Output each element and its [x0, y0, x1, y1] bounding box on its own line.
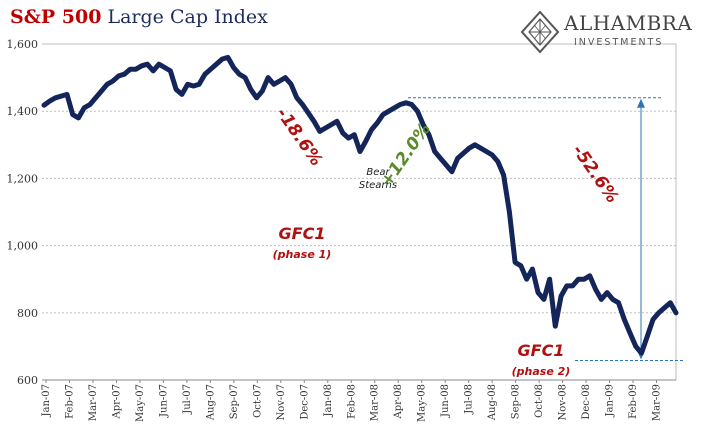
- annotation-gfc1-phase2: GFC1: [518, 341, 565, 360]
- annotation-phase2: (phase 2): [512, 365, 571, 378]
- logo-subtitle: INVESTMENTS: [574, 37, 664, 48]
- x-tick-label: Sep-07: [229, 384, 240, 419]
- x-tick-label: Jun-07: [158, 384, 169, 418]
- decline-arrow-head-top: [637, 98, 645, 108]
- x-tick-label: Jan-08: [323, 384, 334, 418]
- x-tick-label: Dec-07: [299, 384, 310, 420]
- x-tick-label: Jul-07: [182, 384, 193, 415]
- x-tick-label: Oct-07: [252, 384, 263, 418]
- annotation-gfc1-phase1: GFC1: [279, 224, 326, 243]
- title-highlight: S&P 500: [10, 6, 102, 28]
- x-tick-label: Aug-08: [487, 384, 498, 421]
- x-tick-label: Feb-09: [628, 384, 639, 419]
- y-tick-label: 1,400: [7, 105, 39, 118]
- y-tick-label: 1,200: [7, 172, 39, 185]
- x-tick-label: Oct-08: [534, 384, 545, 418]
- title-rest: Large Cap Index: [107, 6, 268, 28]
- annotation-bear: Bear: [366, 167, 390, 178]
- y-tick-label: 1,600: [7, 38, 39, 51]
- y-tick-label: 800: [17, 307, 38, 320]
- y-tick-label: 1,000: [7, 240, 39, 253]
- chart-title: S&P 500 Large Cap Index: [10, 6, 268, 28]
- alhambra-logo: ALHAMBRA INVESTMENTS: [520, 10, 700, 54]
- annotation-stearns: Stearns: [359, 180, 397, 191]
- x-tick-label: Dec-08: [581, 384, 592, 420]
- annotation-drop-52: -52.6%: [568, 141, 622, 207]
- x-tick-label: Apr-08: [393, 384, 404, 420]
- x-tick-label: Feb-07: [64, 384, 75, 419]
- x-tick-label: Mar-09: [652, 384, 663, 421]
- x-tick-label: Jan-09: [605, 384, 616, 418]
- x-tick-label: May-07: [135, 384, 146, 422]
- y-tick-label: 600: [17, 374, 38, 387]
- x-tick-label: May-08: [417, 384, 428, 422]
- x-tick-label: Nov-07: [276, 384, 287, 421]
- sp500-series-line: [41, 54, 679, 356]
- annotation-drop-18: -18.6%: [272, 104, 326, 170]
- x-tick-label: Sep-08: [511, 384, 522, 419]
- x-tick-label: Nov-08: [558, 384, 569, 421]
- x-tick-label: Feb-08: [346, 384, 357, 419]
- x-tick-label: Aug-07: [205, 384, 216, 421]
- x-tick-label: Mar-08: [370, 384, 381, 421]
- diamond-logo-icon: [520, 10, 560, 54]
- x-tick-label: Jul-08: [464, 384, 475, 415]
- logo-name: ALHAMBRA: [564, 11, 693, 35]
- annotation-phase1: (phase 1): [273, 248, 332, 261]
- x-tick-label: Apr-07: [111, 384, 122, 420]
- x-tick-label: Jan-07: [41, 384, 52, 418]
- x-tick-label: Mar-07: [88, 384, 99, 421]
- x-tick-label: Jun-08: [440, 384, 451, 418]
